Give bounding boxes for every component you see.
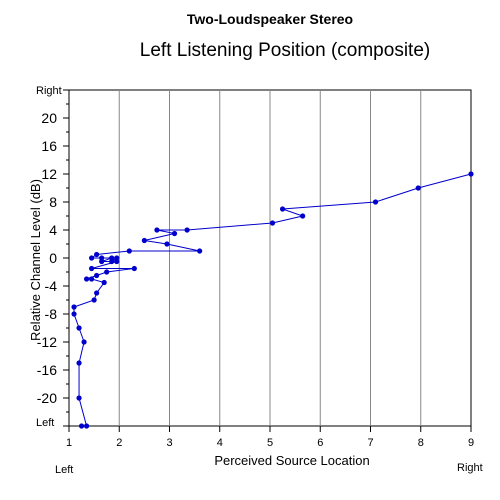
data-point: [101, 279, 107, 286]
y-top-label: Right: [36, 85, 62, 97]
y-axis-label: Relative Channel Level (dB): [28, 179, 43, 341]
data-point: [131, 265, 137, 272]
data-point: [279, 206, 286, 212]
x-tick-label: 7: [367, 437, 373, 449]
data-point: [76, 360, 82, 366]
data-points: [71, 171, 474, 429]
data-point: [76, 395, 82, 401]
data-point: [126, 248, 132, 254]
data-point: [81, 339, 87, 345]
data-point: [91, 297, 97, 303]
y-axis-ticks: -20 -16 -12 -8 -4 0 4 8 12 16 20: [37, 89, 69, 427]
y-tick-label: -8: [45, 306, 58, 322]
data-point: [269, 220, 276, 226]
data-point: [171, 230, 178, 237]
data-point: [94, 290, 100, 296]
y-tick-label: -12: [37, 334, 57, 350]
chart-title: Two-Loudspeaker Stereo: [187, 11, 353, 27]
data-point: [154, 227, 160, 233]
data-point: [89, 276, 95, 282]
data-point: [184, 227, 190, 233]
data-point: [78, 423, 85, 429]
y-tick-label: -20: [37, 390, 57, 406]
data-point: [76, 325, 82, 331]
y-tick-label: -16: [37, 362, 57, 378]
data-point: [89, 255, 95, 261]
data-point: [83, 276, 90, 282]
data-point: [94, 272, 100, 279]
y-tick-label: 12: [41, 166, 57, 182]
data-point: [197, 248, 203, 254]
y-tick-label: 16: [41, 138, 57, 154]
x-axis-ticks: 1 2 3 4 5 6 7 8 9: [66, 426, 474, 449]
x-tick-label: 1: [66, 437, 72, 449]
x-tick-label: 6: [317, 437, 323, 449]
x-tick-label: 4: [217, 437, 223, 449]
data-point: [109, 255, 115, 261]
data-point: [415, 185, 421, 191]
y-tick-label: 4: [49, 222, 57, 238]
data-point: [71, 304, 77, 310]
data-point: [164, 241, 170, 247]
data-point: [300, 213, 306, 219]
x-tick-label: 2: [116, 437, 122, 449]
data-point: [99, 258, 105, 265]
x-axis-label: Perceived Source Location: [214, 453, 369, 468]
data-point: [141, 237, 147, 244]
y-tick-label: 8: [49, 194, 57, 210]
x-tick-label: 3: [166, 437, 172, 449]
data-point: [372, 199, 379, 205]
data-point: [468, 171, 474, 177]
data-point: [94, 251, 100, 258]
data-point: [71, 311, 77, 317]
x-left-label: Left: [55, 464, 73, 476]
y-tick-label: 20: [41, 110, 57, 126]
data-point: [104, 269, 110, 275]
grid: [118, 90, 422, 426]
y-tick-label: -4: [45, 278, 58, 294]
chart-subtitle: Left Listening Position (composite): [140, 40, 430, 61]
x-right-label: Right: [457, 462, 483, 474]
data-point: [114, 258, 120, 265]
x-tick-label: 5: [267, 437, 273, 449]
x-tick-label: 9: [468, 437, 474, 449]
data-point: [83, 423, 90, 429]
y-bottom-label: Left: [36, 417, 54, 429]
y-tick-label: 0: [49, 250, 57, 266]
x-tick-label: 8: [418, 437, 424, 449]
data-point: [89, 265, 95, 272]
